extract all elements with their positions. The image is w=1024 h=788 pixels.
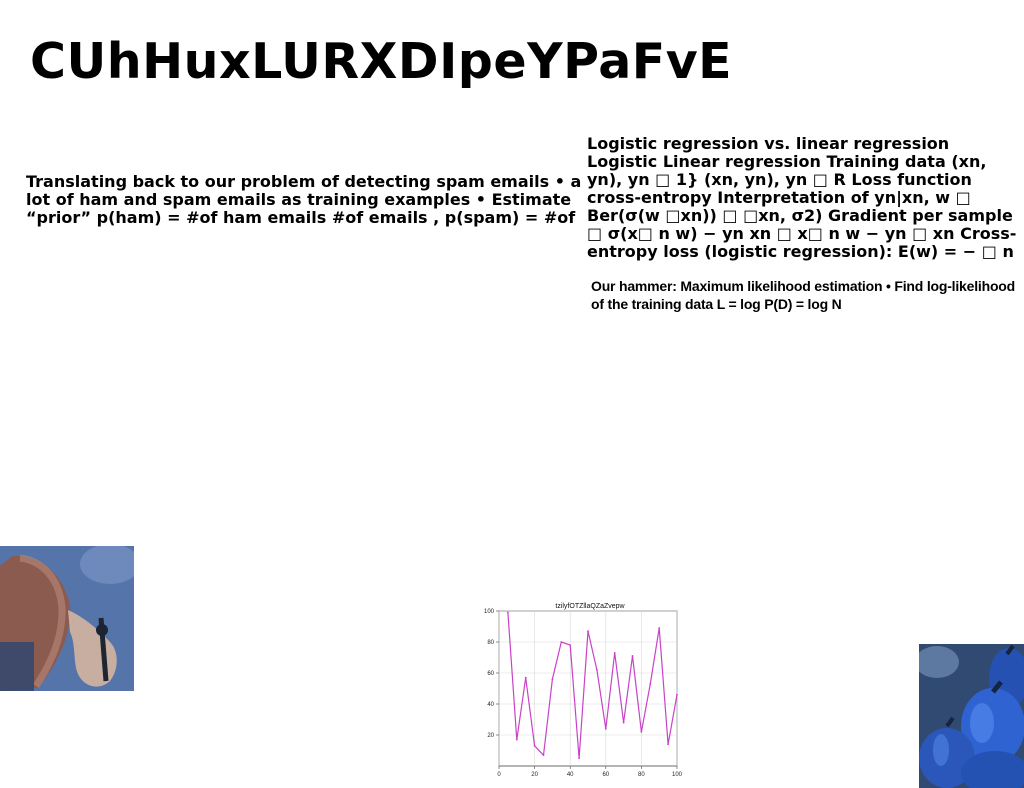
data-point xyxy=(658,627,661,629)
left-photo-graphic xyxy=(0,546,134,691)
logistic-regression-text: Logistic regression vs. linear regressio… xyxy=(587,135,1017,263)
page-title: CUhHuxLURXDIpeYPaFvE xyxy=(30,33,733,90)
data-point xyxy=(631,655,634,657)
chart-series xyxy=(507,611,678,760)
data-point xyxy=(542,754,545,757)
data-point xyxy=(587,630,589,633)
data-point xyxy=(560,641,563,643)
series-line xyxy=(507,612,678,759)
x-tick-label: 60 xyxy=(602,772,609,778)
data-point xyxy=(524,676,527,679)
x-tick-label: 0 xyxy=(497,772,501,778)
y-tick-label: 100 xyxy=(484,609,495,615)
data-point xyxy=(551,678,554,681)
y-tick-label: 60 xyxy=(487,671,494,677)
data-point xyxy=(640,731,643,733)
data-point xyxy=(533,744,536,747)
chart-grid xyxy=(498,610,678,766)
x-tick-label: 20 xyxy=(531,772,538,778)
data-point xyxy=(596,669,598,671)
x-tick-label: 100 xyxy=(672,772,683,778)
y-tick-label: 20 xyxy=(487,733,494,739)
data-point xyxy=(667,743,669,746)
data-point xyxy=(676,693,678,696)
y-tick-label: 80 xyxy=(487,640,494,646)
chart-title: tzilyfOTZllaQZaZvepw xyxy=(555,603,625,610)
maximum-likelihood-text: Our hammer: Maximum likelihood estimatio… xyxy=(591,278,1016,312)
y-tick-label: 40 xyxy=(487,702,494,708)
chart-axes: 0 20 40 60 80 100 20 40 60 80 100 xyxy=(484,609,683,778)
data-point xyxy=(613,651,616,654)
data-point xyxy=(569,644,572,646)
line-chart-svg: tzilyfOTZllaQZaZvepw 0 20 40 60 80 100 20 40 60 8… xyxy=(484,603,683,778)
left-photo xyxy=(0,546,134,691)
data-point xyxy=(515,738,518,741)
right-photo xyxy=(919,644,1024,788)
line-chart: tzilyfOTZllaQZaZvepw 0 20 40 60 80 100 20 40 60 8… xyxy=(478,598,684,781)
data-point xyxy=(649,682,652,685)
data-point xyxy=(604,727,607,730)
data-point xyxy=(578,757,580,760)
data-point xyxy=(622,721,625,724)
data-point xyxy=(507,611,509,614)
right-photo-graphic xyxy=(919,644,1024,788)
x-tick-label: 40 xyxy=(567,772,574,778)
x-tick-label: 80 xyxy=(638,772,645,778)
spam-detection-text: Translating back to our problem of detec… xyxy=(26,173,582,227)
